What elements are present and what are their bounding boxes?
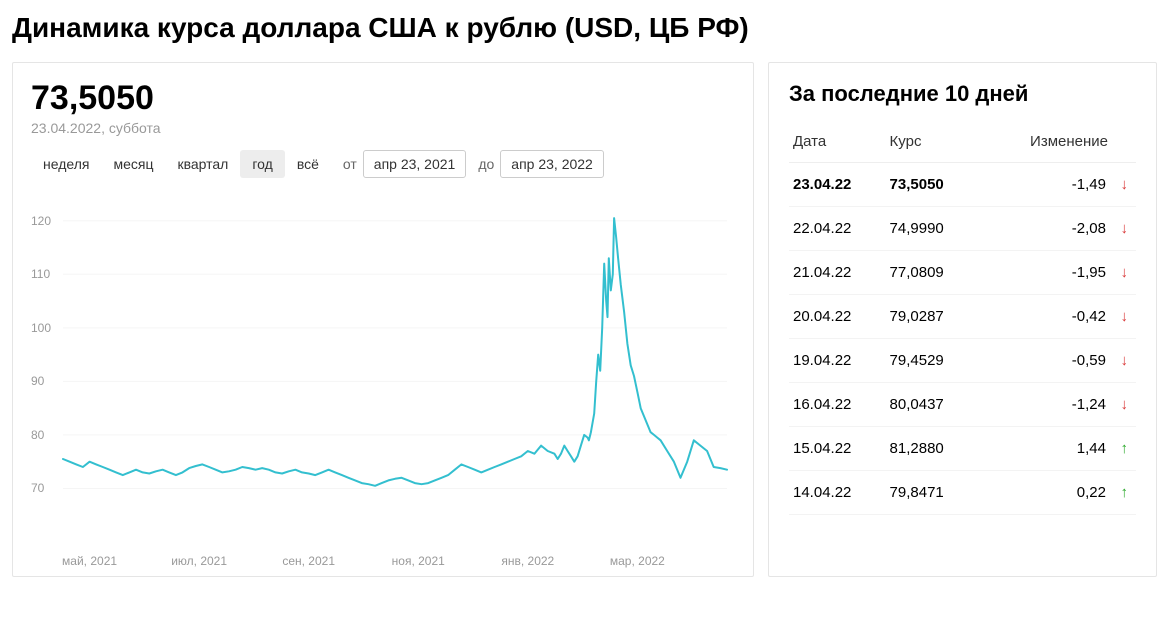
cell-change: -0,42↓ xyxy=(976,295,1136,339)
current-date: 23.04.2022, суббота xyxy=(31,120,735,136)
range-tab-1[interactable]: месяц xyxy=(101,150,165,178)
col-rate: Курс xyxy=(886,125,977,163)
to-label: до xyxy=(478,156,494,172)
range-tab-2[interactable]: квартал xyxy=(165,150,240,178)
cell-date: 23.04.22 xyxy=(789,163,886,207)
range-tab-0[interactable]: неделя xyxy=(31,150,101,178)
table-row[interactable]: 15.04.2281,28801,44↑ xyxy=(789,427,1136,471)
table-row[interactable]: 20.04.2279,0287-0,42↓ xyxy=(789,295,1136,339)
cell-change: -1,95↓ xyxy=(976,251,1136,295)
cell-rate: 79,4529 xyxy=(886,339,977,383)
chart-area: 708090100110120май, 2021июл, 2021сен, 20… xyxy=(31,188,735,568)
range-tab-4[interactable]: всё xyxy=(285,150,331,178)
from-label: от xyxy=(343,156,357,172)
cell-rate: 80,0437 xyxy=(886,383,977,427)
arrow-down-icon: ↓ xyxy=(1114,308,1128,325)
arrow-up-icon: ↑ xyxy=(1114,440,1128,457)
cell-rate: 79,8471 xyxy=(886,471,977,515)
col-date: Дата xyxy=(789,125,886,163)
content: 73,5050 23.04.2022, суббота неделямесяцк… xyxy=(12,62,1157,577)
col-change: Изменение xyxy=(976,125,1136,163)
table-row[interactable]: 14.04.2279,84710,22↑ xyxy=(789,471,1136,515)
arrow-down-icon: ↓ xyxy=(1114,396,1128,413)
table-row[interactable]: 23.04.2273,5050-1,49↓ xyxy=(789,163,1136,207)
range-selector: неделямесяцкварталгодвсёот апр 23, 2021 до… xyxy=(31,150,735,178)
rates-table: Дата Курс Изменение 23.04.2273,5050-1,49… xyxy=(789,125,1136,515)
table-row[interactable]: 22.04.2274,9990-2,08↓ xyxy=(789,207,1136,251)
to-date-input[interactable]: апр 23, 2022 xyxy=(500,150,604,178)
cell-date: 22.04.22 xyxy=(789,207,886,251)
arrow-down-icon: ↓ xyxy=(1114,264,1128,281)
page-title: Динамика курса доллара США к рублю (USD,… xyxy=(12,12,1157,44)
chart-panel: 73,5050 23.04.2022, суббота неделямесяцк… xyxy=(12,62,754,577)
rate-line xyxy=(63,218,727,486)
from-date-input[interactable]: апр 23, 2021 xyxy=(363,150,467,178)
cell-rate: 74,9990 xyxy=(886,207,977,251)
cell-change: -2,08↓ xyxy=(976,207,1136,251)
cell-rate: 77,0809 xyxy=(886,251,977,295)
arrow-down-icon: ↓ xyxy=(1114,352,1128,369)
table-panel: За последние 10 дней Дата Курс Изменение… xyxy=(768,62,1157,577)
cell-change: -1,49↓ xyxy=(976,163,1136,207)
table-title: За последние 10 дней xyxy=(789,81,1136,107)
cell-rate: 73,5050 xyxy=(886,163,977,207)
cell-date: 21.04.22 xyxy=(789,251,886,295)
table-row[interactable]: 19.04.2279,4529-0,59↓ xyxy=(789,339,1136,383)
cell-date: 15.04.22 xyxy=(789,427,886,471)
table-row[interactable]: 16.04.2280,0437-1,24↓ xyxy=(789,383,1136,427)
cell-change: 0,22↑ xyxy=(976,471,1136,515)
current-rate: 73,5050 xyxy=(31,79,735,118)
table-row[interactable]: 21.04.2277,0809-1,95↓ xyxy=(789,251,1136,295)
range-tab-3[interactable]: год xyxy=(240,150,284,178)
arrow-up-icon: ↑ xyxy=(1114,484,1128,501)
cell-date: 14.04.22 xyxy=(789,471,886,515)
cell-rate: 79,0287 xyxy=(886,295,977,339)
cell-date: 19.04.22 xyxy=(789,339,886,383)
cell-change: -1,24↓ xyxy=(976,383,1136,427)
cell-change: -0,59↓ xyxy=(976,339,1136,383)
cell-date: 20.04.22 xyxy=(789,295,886,339)
cell-date: 16.04.22 xyxy=(789,383,886,427)
arrow-down-icon: ↓ xyxy=(1114,220,1128,237)
cell-change: 1,44↑ xyxy=(976,427,1136,471)
cell-rate: 81,2880 xyxy=(886,427,977,471)
arrow-down-icon: ↓ xyxy=(1114,176,1128,193)
